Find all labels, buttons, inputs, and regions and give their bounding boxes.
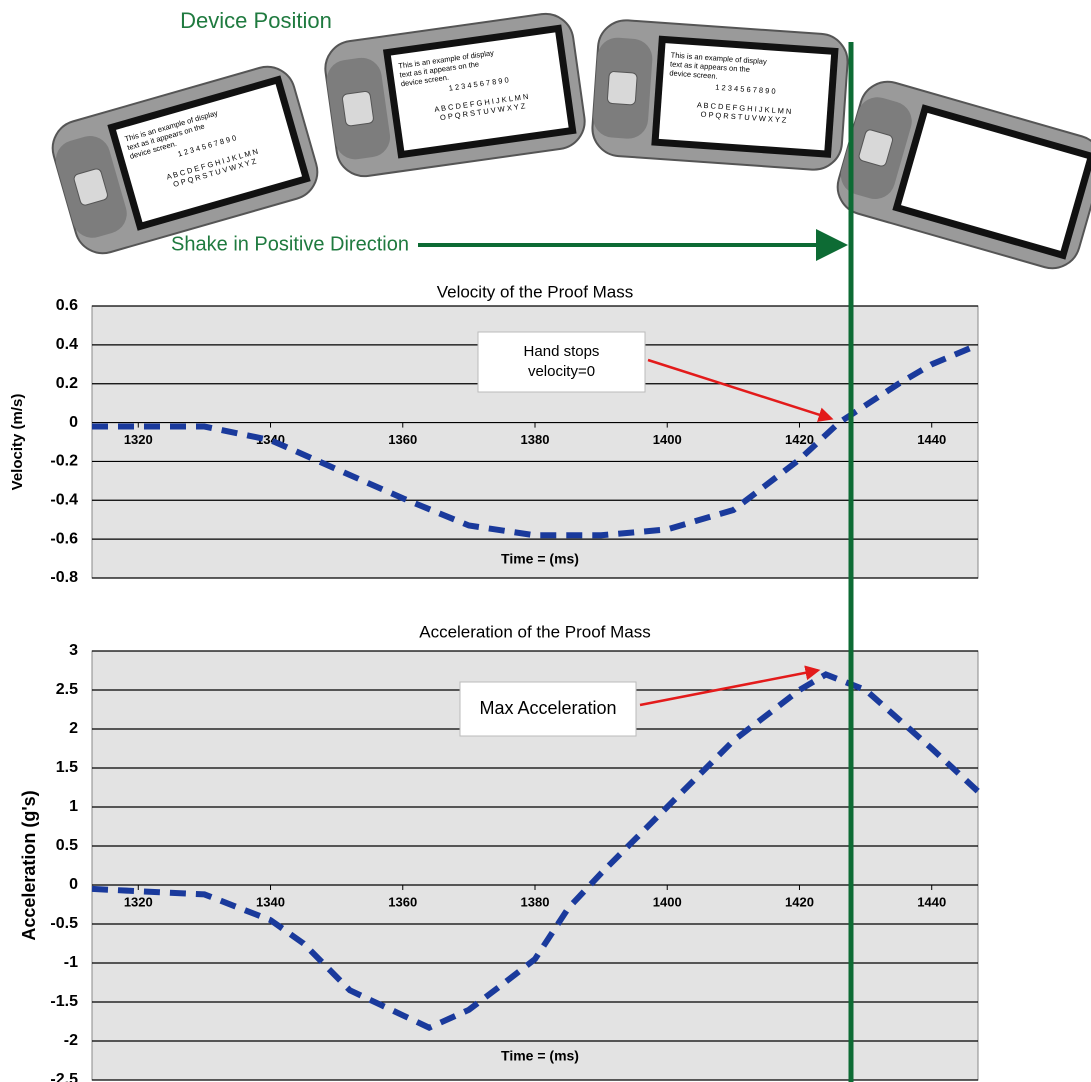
x-tick-label: 1320 [124,432,153,447]
x-tick-label: 1380 [521,894,550,909]
device-screen [116,84,303,223]
shake-label: Shake in Positive Direction [171,233,409,255]
y-tick-label: 0.2 [56,375,78,392]
annotation-text: Max Acceleration [479,698,616,718]
y-tick-label: 1 [69,798,78,815]
x-tick-label: 1400 [653,894,682,909]
x-tick-label: 1360 [388,894,417,909]
device-screen [658,43,832,151]
y-tick-label: -2.5 [50,1071,78,1082]
x-tick-label: 1380 [521,432,550,447]
y-tick-label: -1.5 [50,993,78,1010]
y-tick-label: -0.6 [50,530,78,547]
x-tick-label: 1320 [124,894,153,909]
y-tick-label: -1 [64,954,78,971]
y-tick-label: -0.5 [50,915,78,932]
y-tick-label: 1.5 [56,759,78,776]
device-button [858,129,893,167]
device-button [606,71,638,106]
chart-title: Velocity of the Proof Mass [437,282,634,301]
y-tick-label: 0.5 [56,837,78,854]
annotation-box [477,331,646,393]
y-tick-label: -0.8 [50,569,78,586]
y-tick-label: 0.6 [56,297,78,314]
y-tick-label: 0.4 [56,336,78,353]
data-line [92,342,980,539]
x-axis-label: Time = (ms) [501,1048,579,1064]
y-tick-label: 2.5 [56,681,78,698]
device-button [73,168,108,206]
y-tick-label: -0.2 [50,453,78,470]
y-tick-label: 0 [69,876,78,893]
x-tick-label: 1360 [388,432,417,447]
x-axis-label: Time = (ms) [501,551,579,567]
annotation-box [459,681,637,737]
y-tick-label: 2 [69,720,78,737]
y-tick-label: 3 [69,642,78,659]
x-tick-label: 1420 [785,432,814,447]
chart-title: Acceleration of the Proof Mass [419,622,651,641]
annotation-arrow [647,358,834,422]
annotation-text: Hand stops [524,343,600,360]
x-tick-label: 1420 [785,894,814,909]
annotation-text: velocity=0 [528,363,595,380]
x-tick-label: 1400 [653,432,682,447]
y-axis-label: Acceleration (g's) [19,790,39,940]
screen-text: 1 2 3 4 5 6 7 8 9 0 [715,83,776,96]
device-button [342,90,374,127]
device-screen [390,32,569,151]
y-tick-label: -0.4 [50,492,78,509]
annotation-arrow [639,665,821,707]
screen-text: device screen. [669,68,718,80]
y-axis-label: Velocity (m/s) [9,394,26,491]
y-tick-label: 0 [69,414,78,431]
device-position-label: Device Position [180,8,332,33]
device-screen [901,112,1088,251]
data-line [91,671,981,1032]
x-tick-label: 1440 [917,432,946,447]
x-tick-label: 1440 [917,894,946,909]
y-tick-label: -2 [64,1032,78,1049]
device [836,80,1091,270]
x-tick-label: 1340 [256,894,285,909]
